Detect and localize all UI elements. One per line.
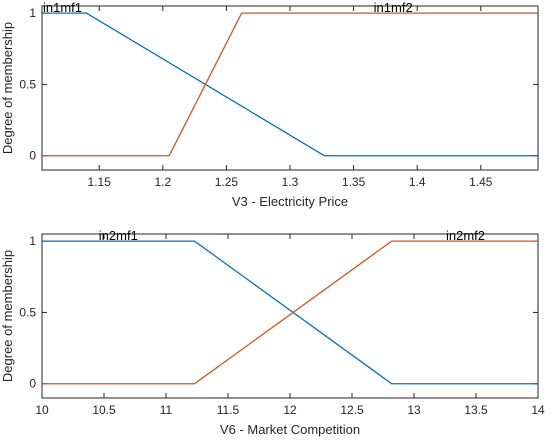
x-tick-label: 10.5 — [92, 403, 116, 417]
x-tick-label: 11.5 — [217, 403, 240, 417]
x-tick-label: 1.4 — [409, 175, 426, 189]
x-tick-label: 13.5 — [464, 403, 488, 417]
y-tick-label: 1 — [29, 234, 36, 248]
axes-box — [41, 233, 539, 399]
x-tick-label: 12 — [283, 403, 297, 417]
x-tick-label: 1.15 — [88, 175, 112, 189]
x-tick-label: 14 — [531, 403, 545, 417]
x-tick-label: 1.45 — [469, 175, 493, 189]
y-tick-label: 0.5 — [19, 77, 36, 91]
y-tick-label: 0.5 — [19, 305, 36, 319]
x-axis-label: V3 - Electricity Price — [232, 194, 348, 209]
plot-panel-2: 10 10.5 11 11.5 12 12.5 13 13.5 14 0 0.5 1 in2mf1 in2… — [0, 228, 545, 437]
membership-curve-in1mf2 — [42, 12, 538, 157]
membership-curve-in2mf2 — [42, 240, 538, 385]
y-axis-label: Degree of membership — [0, 22, 15, 154]
plot-panel-1: 1.15 1.2 1.25 1.3 1.35 1.4 1.45 0 0.5 1 in1mf1 in1m… — [0, 0, 539, 209]
mf-label-in1mf1: in1mf1 — [43, 0, 82, 15]
x-tick-label: 13 — [407, 403, 421, 417]
x-tick-label: 1.2 — [154, 175, 171, 189]
y-tick-label: 0 — [29, 149, 36, 163]
x-tick-label: 1.25 — [215, 175, 239, 189]
y-tick-label: 1 — [29, 6, 36, 20]
y-axis-label: Degree of membership — [0, 250, 15, 382]
mf-label-in2mf1: in2mf1 — [99, 228, 138, 243]
x-tick-label: 1.3 — [282, 175, 299, 189]
mf-label-in1mf2: in1mf2 — [374, 0, 413, 15]
mf-label-in2mf2: in2mf2 — [446, 228, 485, 243]
x-axis-label: V6 - Market Competition — [220, 422, 360, 437]
x-tick-label: 10 — [35, 403, 49, 417]
x-tick-label: 11 — [160, 403, 173, 417]
axes-box — [41, 5, 539, 171]
x-tick-label: 12.5 — [340, 403, 364, 417]
x-tick-label: 1.35 — [342, 175, 366, 189]
y-tick-label: 0 — [29, 377, 36, 391]
